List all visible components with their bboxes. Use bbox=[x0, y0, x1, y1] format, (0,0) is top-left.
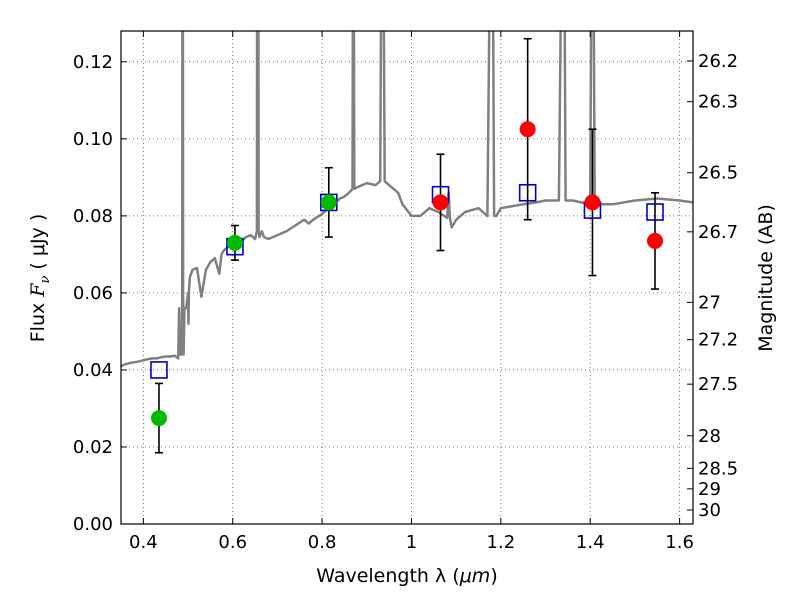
x-tick-label: 0.4 bbox=[129, 532, 158, 553]
magnitude-tick-label: 26.2 bbox=[698, 51, 738, 72]
x-tick-label: 1.6 bbox=[665, 532, 694, 553]
y-tick-label: 0.12 bbox=[73, 52, 113, 73]
y-axis-label: Flux Fν ( μJy ) bbox=[27, 214, 53, 343]
x-tick-label: 1.2 bbox=[487, 532, 516, 553]
y-tick-label: 0.04 bbox=[73, 360, 113, 381]
observed-nir-point bbox=[519, 121, 536, 138]
x-axis-ticks: 0.4 0.6 0.8 1 1.2 1.4 1.6 bbox=[129, 31, 694, 553]
x-axis-label: Wavelength λ (μm) bbox=[316, 565, 497, 587]
magnitude-tick-label: 26.3 bbox=[698, 92, 738, 113]
y-tick-label: 0.10 bbox=[73, 129, 113, 150]
observed-nir-point bbox=[584, 194, 601, 211]
magnitude-tick-label: 26.7 bbox=[698, 222, 738, 243]
y-axis-ticks: 0.00 0.02 0.04 0.06 0.08 0.10 0.12 bbox=[73, 52, 127, 535]
magnitude-tick-label: 28.5 bbox=[698, 458, 738, 479]
observed-optical-point bbox=[226, 234, 243, 251]
model-flux-square bbox=[646, 203, 664, 221]
y-tick-label: 0.08 bbox=[73, 206, 113, 227]
y-tick-label: 0.02 bbox=[73, 437, 113, 458]
y-tick-label: 0.06 bbox=[73, 283, 113, 304]
observed-optical-point bbox=[150, 410, 167, 427]
magnitude-tick-label: 29 bbox=[698, 479, 721, 500]
data-points bbox=[150, 121, 664, 427]
model-spectrum bbox=[121, 31, 693, 368]
model-flux-square bbox=[150, 361, 168, 379]
magnitude-tick-label: 30 bbox=[698, 500, 721, 521]
magnitude-tick-label: 27.5 bbox=[698, 374, 738, 395]
observed-nir-point bbox=[432, 194, 449, 211]
model-spectrum-line bbox=[121, 31, 693, 368]
right-axis-label: Magnitude (AB) bbox=[755, 204, 777, 352]
x-tick-label: 1 bbox=[406, 532, 417, 553]
magnitude-tick-label: 28 bbox=[698, 426, 721, 447]
observed-optical-point bbox=[320, 194, 337, 211]
observed-nir-point bbox=[647, 232, 664, 249]
y-tick-label: 0.00 bbox=[73, 514, 113, 535]
plot-frame bbox=[120, 30, 694, 525]
x-tick-label: 1.4 bbox=[576, 532, 605, 553]
magnitude-tick-label: 26.5 bbox=[698, 163, 738, 184]
magnitude-tick-label: 27 bbox=[698, 292, 721, 313]
x-tick-label: 0.6 bbox=[218, 532, 247, 553]
model-flux-square bbox=[518, 183, 537, 202]
x-tick-label: 0.8 bbox=[308, 532, 337, 553]
magnitude-tick-label: 27.2 bbox=[698, 330, 738, 351]
